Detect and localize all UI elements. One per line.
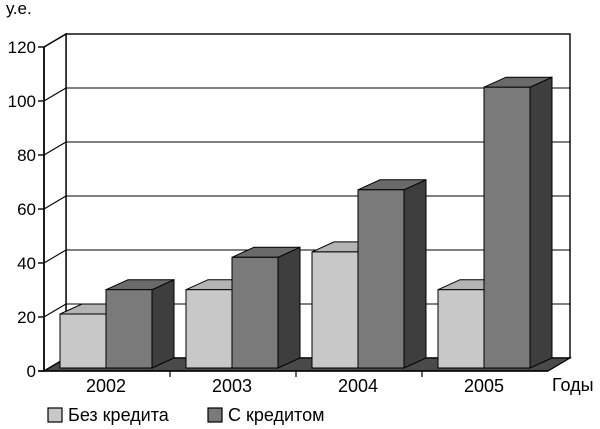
- y-axis-unit-label: у.е.: [6, 0, 32, 18]
- gridline-side: [43, 33, 67, 48]
- x-tick-label: 2002: [86, 376, 126, 396]
- gridline-side: [43, 141, 67, 156]
- legend-swatch: [207, 407, 223, 423]
- bar-2002-1: [105, 289, 153, 369]
- gridline-side: [43, 303, 67, 318]
- bar-2002-0: [59, 313, 107, 369]
- y-tick-label: 40: [17, 254, 36, 273]
- x-tick-label: 2004: [338, 376, 378, 396]
- y-tick-label: 100: [8, 92, 36, 111]
- legend-label: С кредитом: [228, 405, 325, 425]
- y-tick-label: 80: [17, 146, 36, 165]
- gridline-side: [43, 249, 67, 264]
- bar-side-2002-1: [151, 278, 175, 369]
- y-tick-label: 60: [17, 200, 36, 219]
- bar-2005-0: [437, 289, 485, 369]
- bar-2004-0: [311, 251, 359, 369]
- x-axis: 2002 2003 2004 2005: [38, 370, 548, 396]
- bar-2003-1: [231, 256, 279, 369]
- gridline-side: [43, 87, 67, 102]
- gridline-side: [43, 195, 67, 210]
- bar-side-2005-1: [529, 76, 553, 369]
- bar-side-2003-1: [277, 246, 301, 369]
- bar-2003-0: [185, 289, 233, 369]
- x-axis-label: Годы: [552, 375, 594, 395]
- y-tick-label: 0: [27, 362, 36, 381]
- y-axis: 0 20 40 60 80 100 120: [8, 38, 45, 381]
- y-tick-label: 20: [17, 308, 36, 327]
- bars: [59, 76, 553, 369]
- x-tick-label: 2005: [464, 376, 504, 396]
- legend-label: Без кредита: [68, 405, 170, 425]
- legend-swatch: [47, 407, 63, 423]
- bar-2005-1: [483, 86, 531, 369]
- y-tick-label: 120: [8, 38, 36, 57]
- legend: Без кредита С кредитом: [47, 405, 325, 425]
- bar-2004-1: [357, 189, 405, 369]
- bar-side-2004-1: [403, 179, 427, 369]
- x-tick-label: 2003: [212, 376, 252, 396]
